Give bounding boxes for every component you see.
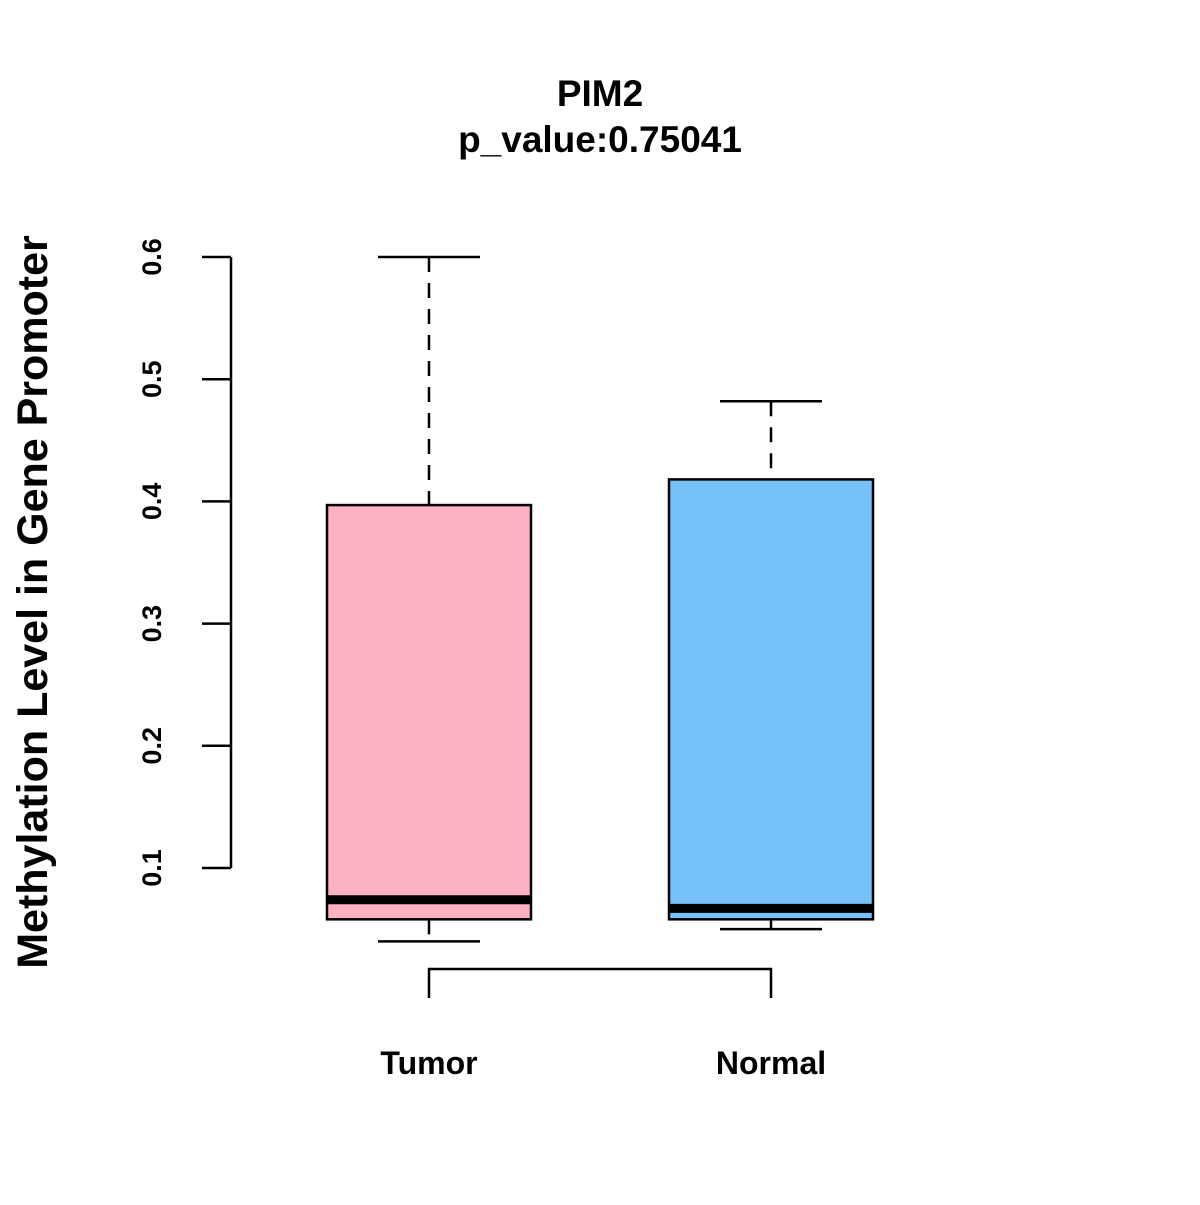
boxes-group [325, 255, 875, 943]
box-iqr [325, 503, 533, 921]
box-normal [667, 399, 875, 931]
comparison-bracket [427, 967, 773, 998]
chart-title: PIM2 [557, 73, 643, 114]
y-axis: 0.1 0.2 0.3 0.4 0.5 0.6 [137, 238, 233, 887]
x-category-label: Tumor [380, 1045, 477, 1081]
box-iqr [667, 478, 875, 921]
y-tick-label: 0.6 [137, 238, 167, 276]
y-tick-label: 0.5 [137, 360, 167, 398]
box-tumor [325, 255, 533, 943]
x-category-label: Normal [716, 1045, 826, 1081]
bracket-line [427, 967, 773, 998]
chart-subtitle: p_value:0.75041 [458, 119, 742, 160]
y-axis-label: Methylation Level in Gene Promoter [9, 235, 57, 969]
y-tick-label: 0.2 [137, 727, 167, 765]
y-tick-label: 0.1 [137, 849, 167, 887]
y-tick-label: 0.4 [137, 483, 167, 521]
y-tick-label: 0.3 [137, 605, 167, 643]
x-axis-categories: Tumor Normal [380, 1045, 826, 1081]
